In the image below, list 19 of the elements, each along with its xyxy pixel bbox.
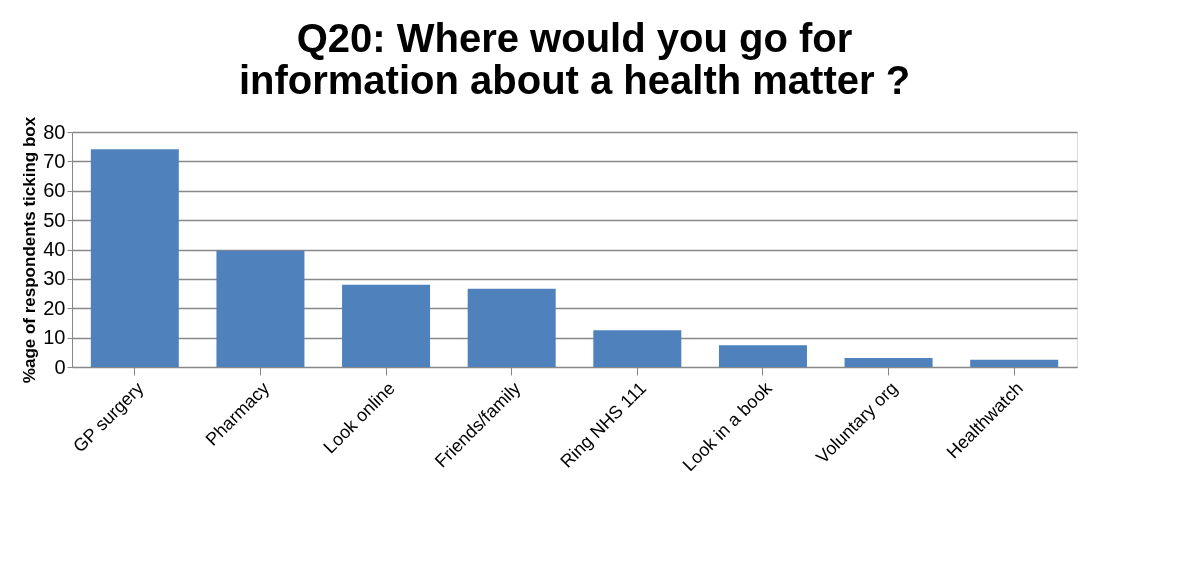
y-tick-label: 70 bbox=[43, 149, 66, 172]
bar bbox=[216, 250, 305, 367]
text: Q20: Where would you go for bbox=[296, 16, 853, 61]
bar bbox=[90, 149, 179, 367]
y-tick-label: 60 bbox=[43, 179, 66, 202]
y-tick-label: 50 bbox=[43, 208, 66, 231]
bar bbox=[467, 288, 556, 367]
y-tick-label: 20 bbox=[43, 296, 66, 319]
y-tick-label: 80 bbox=[43, 120, 66, 143]
y-tick-label: 10 bbox=[43, 326, 66, 349]
bar bbox=[718, 345, 807, 367]
bar bbox=[342, 284, 431, 367]
bar bbox=[844, 357, 933, 367]
y-tick-label: 0 bbox=[54, 355, 66, 378]
bar bbox=[593, 330, 682, 367]
y-tick-label: 40 bbox=[43, 238, 66, 260]
y-axis-title: %age of respondents ticking box bbox=[20, 116, 40, 384]
y-tick-label: 30 bbox=[43, 267, 66, 290]
bar bbox=[970, 359, 1059, 367]
